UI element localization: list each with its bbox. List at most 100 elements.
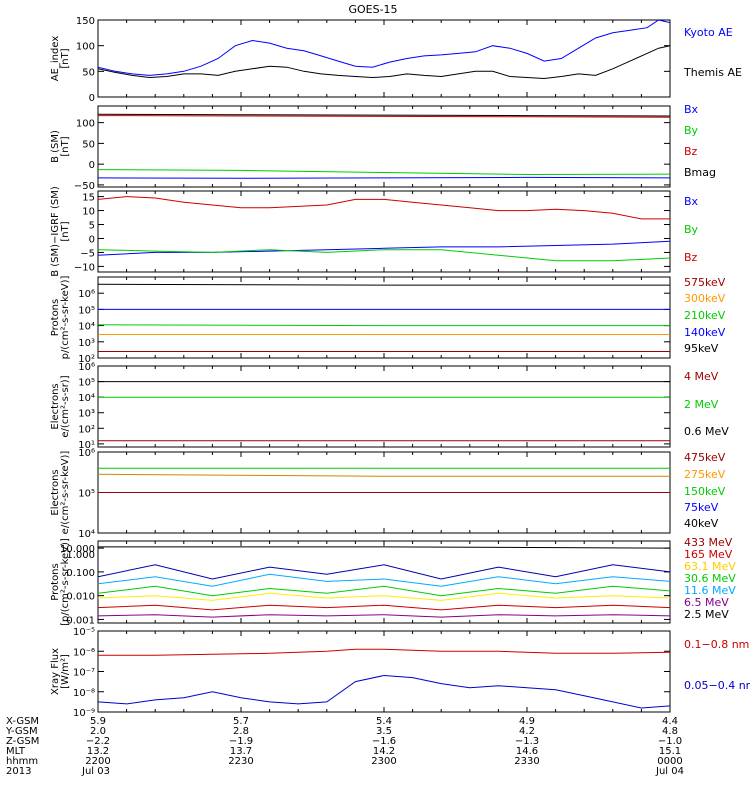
legend-entry: Bx (684, 103, 699, 116)
y-tick-label: 10⁻⁷ (73, 668, 95, 679)
x-axis-row-label: Y-GSM (5, 726, 38, 737)
y-axis-label: Electrons (50, 383, 61, 429)
panel-frame (97, 365, 671, 448)
y-tick-label: 15 (82, 193, 95, 204)
y-tick-label: 0 (89, 234, 95, 245)
panel-frame (97, 276, 671, 359)
series-line-30-6-mev (98, 573, 670, 587)
series-line-bz (98, 196, 670, 220)
y-tick-label: 10² (78, 354, 95, 365)
y-tick-label: 10⁵ (78, 378, 95, 389)
panel-frame (97, 190, 671, 273)
x-axis-value: 4.2 (519, 726, 535, 737)
series-line-0-1-0-8-nm (98, 648, 670, 656)
x-axis-value: 2200 (85, 756, 110, 767)
y-tick-label: 10⁴ (78, 393, 95, 404)
legend-entry: 165 MeV (684, 548, 733, 561)
x-axis-value: 4.8 (662, 726, 678, 737)
series-line-0-05-0-4-nm (98, 674, 670, 709)
y-tick-label: 10¹ (78, 440, 95, 451)
series-line-95kev (98, 283, 670, 286)
y-tick-label: 10⁻⁵ (73, 627, 95, 638)
y-tick-label: −10 (74, 262, 95, 273)
x-axis-row-label: 2013 (6, 766, 31, 777)
y-tick-label: 10⁴ (78, 529, 95, 540)
legend-entry: 2 MeV (684, 398, 719, 411)
y-tick-label: 0 (89, 93, 95, 104)
y-tick-label: 0 (89, 160, 95, 171)
y-tick-label: 10⁶ (78, 289, 95, 300)
x-axis-value: 4.4 (662, 716, 678, 727)
y-axis-label: e/(cm²-s-sr-keV)] (60, 451, 71, 535)
y-axis-label: Xray Flux (50, 648, 61, 695)
panel-2: −50 0 50 100 B (SM) [nT] Bx By Bz Bmag (50, 103, 716, 192)
x-axis-value: 5.7 (233, 716, 249, 727)
legend-entry: 75keV (684, 501, 719, 514)
y-tick-label: 50 (82, 67, 95, 78)
x-axis-value: 0000 (657, 756, 682, 767)
legend-entry: 2.5 MeV (684, 608, 729, 621)
legend-entry: 4 MeV (684, 370, 719, 383)
y-axis-label: [nT] (60, 48, 71, 68)
y-tick-label: 10⁻⁹ (73, 708, 95, 719)
x-axis-row-label: MLT (6, 746, 26, 757)
x-axis-value: 2300 (371, 756, 396, 767)
chart-title: GOES-15 (348, 3, 397, 16)
x-axis-value: 4.9 (519, 716, 535, 727)
series-line-by (98, 169, 670, 176)
x-axis-value: −1.6 (372, 736, 396, 747)
y-axis-label: e/(cm²-s-sr)] (60, 375, 71, 437)
y-tick-label: 0.010 (66, 592, 95, 603)
legend-entry: 95keV (684, 342, 719, 355)
panel-frame (97, 540, 671, 624)
legend-entry: 475keV (684, 451, 726, 464)
legend-entry: Bz (684, 251, 698, 264)
x-axis-value: 14.2 (373, 746, 395, 757)
legend-entry: By (684, 223, 699, 236)
panel-frame (97, 19, 671, 98)
series-line-2-5-mev (98, 546, 670, 549)
legend-entry: 210keV (684, 309, 726, 322)
panel-6: 10⁴ 10⁵ 10⁶ Electrons e/(cm²-s-sr-keV)] 475ke… (50, 448, 726, 540)
y-tick-label: 10² (78, 424, 95, 435)
x-axis-value: 5.9 (90, 716, 106, 727)
legend-entry: Bz (684, 145, 698, 158)
y-tick-label: 10⁶ (78, 448, 95, 459)
x-axis-value: Jul 04 (655, 766, 684, 777)
legend-entry: 433 MeV (684, 536, 733, 549)
x-axis-value: 14.6 (516, 746, 538, 757)
x-axis-row-label: hhmm (6, 756, 38, 767)
x-axis-row-label: X-GSM (6, 716, 39, 727)
y-axis-label: Electrons (50, 469, 61, 515)
x-axis-value: 2230 (228, 756, 253, 767)
y-axis-label: B (SM)−IGRF (SM) (50, 186, 61, 277)
y-tick-label: 150 (76, 16, 95, 27)
legend-entry: 0.6 MeV (684, 425, 729, 438)
y-tick-label: 10³ (78, 338, 95, 349)
y-tick-label: 10⁻⁸ (73, 688, 95, 699)
y-tick-label: −50 (74, 181, 95, 192)
y-tick-label: 100 (76, 119, 95, 130)
y-axis-label: [W/m²] (60, 654, 71, 689)
y-axis-label: Protons (50, 563, 61, 600)
series-line-by (98, 249, 670, 262)
legend-entry: 63.1 MeV (684, 560, 736, 573)
x-axis-value: −1.0 (658, 736, 682, 747)
y-tick-label: 1.000 (66, 550, 95, 561)
series-line-bmag (98, 113, 670, 117)
y-axis-label: [nT] (60, 136, 71, 156)
y-tick-label: 10.000 (60, 544, 95, 555)
series-line-40kev (98, 473, 670, 477)
x-axis-value: 13.7 (230, 746, 252, 757)
y-axis-label: p/(cm²-s-sr-keV)] (60, 276, 71, 360)
x-axis-value: −2.2 (86, 736, 110, 747)
y-tick-label: 50 (82, 139, 95, 150)
y-tick-label: 10⁶ (78, 362, 95, 373)
panel-frame (97, 630, 671, 713)
panel-3: −10 −5 0 5 10 15 B (SM)−IGRF (SM) [nT] Bx By Bz (50, 186, 699, 277)
panel-frame (97, 105, 671, 188)
panel-8: 10⁻⁹ 10⁻⁸ 10⁻⁷ 10⁻⁶ 10⁻⁵ Xray Flux [W/m²] 0.1−0… (50, 627, 750, 719)
legend-entry: Bmag (684, 166, 716, 179)
